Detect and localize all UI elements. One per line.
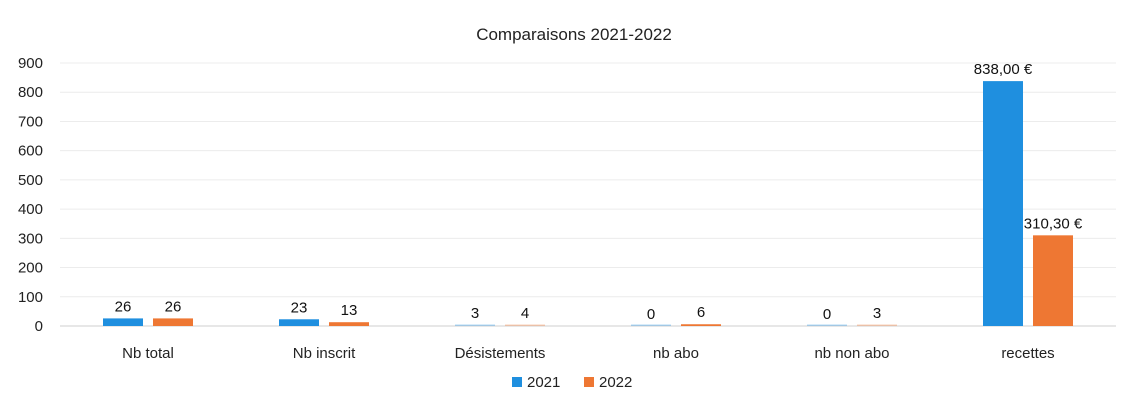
x-tick-label: recettes xyxy=(1001,345,1054,362)
data-label-2022-2: 4 xyxy=(521,305,529,322)
x-axis-categories: Nb total Nb inscrit Désistements nb abo nb n… xyxy=(122,345,1055,362)
bar-2022-3 xyxy=(681,324,721,326)
bar-2022-2 xyxy=(505,324,545,326)
y-tick-label: 0 xyxy=(35,318,43,335)
y-tick-label: 900 xyxy=(18,55,43,72)
bar-2021-3 xyxy=(631,324,671,326)
data-label-2021-1: 23 xyxy=(291,299,308,316)
bar-2021-4 xyxy=(807,324,847,326)
y-tick-label: 400 xyxy=(18,201,43,218)
data-labels: 26 26 23 13 3 4 0 6 0 3 838,00 € 310,30 € xyxy=(115,61,1083,323)
legend-swatch-2021 xyxy=(512,377,522,387)
x-tick-label: Nb total xyxy=(122,345,174,362)
bar-2021-2 xyxy=(455,324,495,326)
data-label-2022-5: 310,30 € xyxy=(1024,215,1083,232)
x-tick-label: Nb inscrit xyxy=(293,345,356,362)
data-label-2022-1: 13 xyxy=(341,302,358,319)
y-axis-ticks: 0 100 200 300 400 500 600 700 800 900 xyxy=(18,55,43,335)
data-label-2021-4: 0 xyxy=(823,306,831,323)
data-label-2021-0: 26 xyxy=(115,298,132,315)
chart-title: Comparaisons 2021-2022 xyxy=(476,25,672,44)
data-label-2021-3: 0 xyxy=(647,306,655,323)
y-tick-label: 300 xyxy=(18,230,43,247)
y-tick-label: 200 xyxy=(18,260,43,277)
bar-2022-1 xyxy=(329,322,369,326)
legend-label-2022: 2022 xyxy=(599,374,632,391)
x-tick-label: nb abo xyxy=(653,345,699,362)
x-tick-label: nb non abo xyxy=(814,345,889,362)
bar-2022-5 xyxy=(1033,235,1073,326)
data-label-2022-4: 3 xyxy=(873,305,881,322)
y-tick-label: 700 xyxy=(18,113,43,130)
legend-swatch-2022 xyxy=(584,377,594,387)
bar-2021-0 xyxy=(103,318,143,326)
data-label-2021-5: 838,00 € xyxy=(974,61,1033,78)
gridlines xyxy=(60,62,1116,327)
y-tick-label: 500 xyxy=(18,172,43,189)
legend-label-2021: 2021 xyxy=(527,374,560,391)
bar-2022-4 xyxy=(857,324,897,326)
bar-2021-1 xyxy=(279,319,319,326)
legend: 2021 2022 xyxy=(512,374,632,391)
y-tick-label: 100 xyxy=(18,289,43,306)
y-tick-label: 600 xyxy=(18,143,43,160)
bar-2021-5 xyxy=(983,81,1023,327)
data-label-2022-3: 6 xyxy=(697,304,705,321)
bars xyxy=(103,81,1073,327)
x-tick-label: Désistements xyxy=(455,345,546,362)
bar-2022-0 xyxy=(153,318,193,326)
data-label-2021-2: 3 xyxy=(471,305,479,322)
data-label-2022-0: 26 xyxy=(165,298,182,315)
y-tick-label: 800 xyxy=(18,84,43,101)
